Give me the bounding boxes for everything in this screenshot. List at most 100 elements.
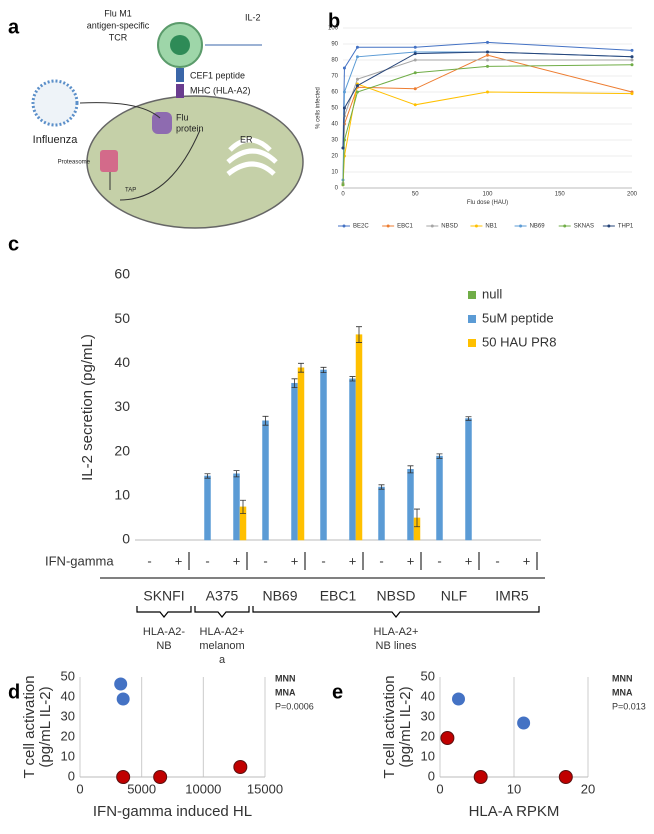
x-tick-label: 0	[341, 192, 345, 198]
line	[342, 64, 633, 185]
label: Proteasome	[58, 160, 91, 166]
legend-label: NB69	[530, 224, 546, 230]
error-bar	[298, 362, 304, 373]
bar	[355, 334, 363, 541]
x-tick-label: 10	[507, 781, 521, 796]
point	[558, 770, 573, 784]
point	[486, 53, 489, 57]
bar	[407, 469, 414, 541]
bar	[349, 378, 356, 541]
x-axis-title: Flu dose (HAU)	[467, 200, 508, 206]
cell	[86, 95, 304, 229]
legend-swatch	[468, 315, 476, 323]
point	[630, 63, 634, 67]
error-bar	[436, 453, 443, 459]
bar	[465, 418, 472, 541]
y-tick-label: 40	[114, 354, 130, 370]
annotation: P=0.0006	[275, 701, 314, 711]
label: Influenza	[33, 134, 79, 146]
point	[153, 770, 168, 784]
brace	[136, 606, 192, 618]
y-axis-title: % cells infected	[316, 87, 322, 129]
error-bar	[240, 499, 246, 514]
legend-swatch	[430, 224, 434, 228]
error-bar	[320, 366, 327, 374]
x-axis-title: IFN-gamma induced HL	[93, 803, 252, 820]
point	[342, 66, 346, 70]
error-bar	[349, 376, 356, 382]
x-tick-label: 10000	[185, 781, 221, 796]
point	[440, 731, 455, 745]
y-tick-label: 90	[331, 42, 338, 48]
legend-label: null	[482, 286, 502, 301]
point	[413, 103, 417, 107]
y-tick-label: 10	[331, 170, 338, 176]
group-label: NLF	[441, 588, 467, 604]
x-tick-label: -	[437, 553, 441, 568]
point	[116, 692, 130, 706]
y-tick-label: 0	[335, 186, 339, 192]
legend-swatch	[468, 339, 476, 347]
y-tick-label: 50	[61, 668, 75, 683]
line	[342, 51, 633, 181]
panel-label: d	[8, 681, 20, 703]
x-tick-label: 100	[482, 192, 493, 198]
point	[233, 760, 248, 774]
virus	[31, 79, 79, 127]
error-bar	[356, 326, 362, 343]
group-label: HLA-A2-	[143, 626, 186, 638]
group-label: HLA-A2+	[200, 626, 245, 638]
point	[116, 770, 131, 784]
point	[355, 90, 359, 94]
point	[114, 677, 128, 691]
legend-label: BE2C	[353, 224, 369, 230]
error-bar	[414, 508, 420, 528]
y-tick-label: 0	[428, 768, 435, 783]
x-tick-label: -	[321, 553, 325, 568]
point	[355, 77, 359, 81]
x-tick-label: +	[349, 553, 357, 568]
x-tick-label: +	[523, 553, 531, 568]
point	[486, 40, 489, 44]
y-axis-title: (pg/mL IL-2)	[397, 686, 414, 767]
point	[630, 55, 634, 59]
mhc	[176, 84, 184, 98]
y-tick-label: 30	[61, 708, 75, 723]
er-shape	[226, 137, 278, 177]
group-label: a	[219, 654, 226, 666]
line	[342, 54, 633, 185]
y-tick-label: 30	[421, 708, 435, 723]
error-bar	[204, 473, 211, 479]
point	[517, 716, 531, 730]
legend-label: MNA	[275, 687, 296, 697]
x-tick-label: 0	[436, 781, 443, 796]
brace	[252, 606, 540, 618]
y-tick-label: 100	[328, 26, 339, 32]
legend-swatch	[342, 224, 346, 228]
point	[630, 92, 634, 96]
group-label: SKNFI	[143, 588, 184, 604]
error-bar	[262, 415, 269, 426]
group-label: A375	[206, 588, 239, 604]
y-tick-label: 60	[331, 90, 338, 96]
label: ER	[240, 134, 253, 144]
legend-label: MNN	[275, 673, 296, 683]
group-label: IMR5	[495, 588, 529, 604]
point	[473, 770, 488, 784]
point	[413, 45, 417, 49]
x-tick-label: +	[233, 553, 241, 568]
y-tick-label: 30	[331, 138, 338, 144]
y-tick-label: 40	[61, 688, 75, 703]
y-tick-label: 20	[114, 442, 130, 458]
line	[342, 59, 632, 184]
x-tick-label: +	[407, 553, 415, 568]
x-tick-label: -	[263, 553, 267, 568]
y-tick-label: 10	[421, 748, 435, 763]
legend-label: THP1	[618, 224, 634, 230]
label: CEF1 peptide	[190, 70, 245, 80]
group-label: NB lines	[376, 640, 417, 652]
point	[355, 55, 359, 59]
x-tick-label: 5000	[127, 781, 156, 796]
point	[342, 90, 346, 94]
group-label: NB	[156, 640, 171, 652]
